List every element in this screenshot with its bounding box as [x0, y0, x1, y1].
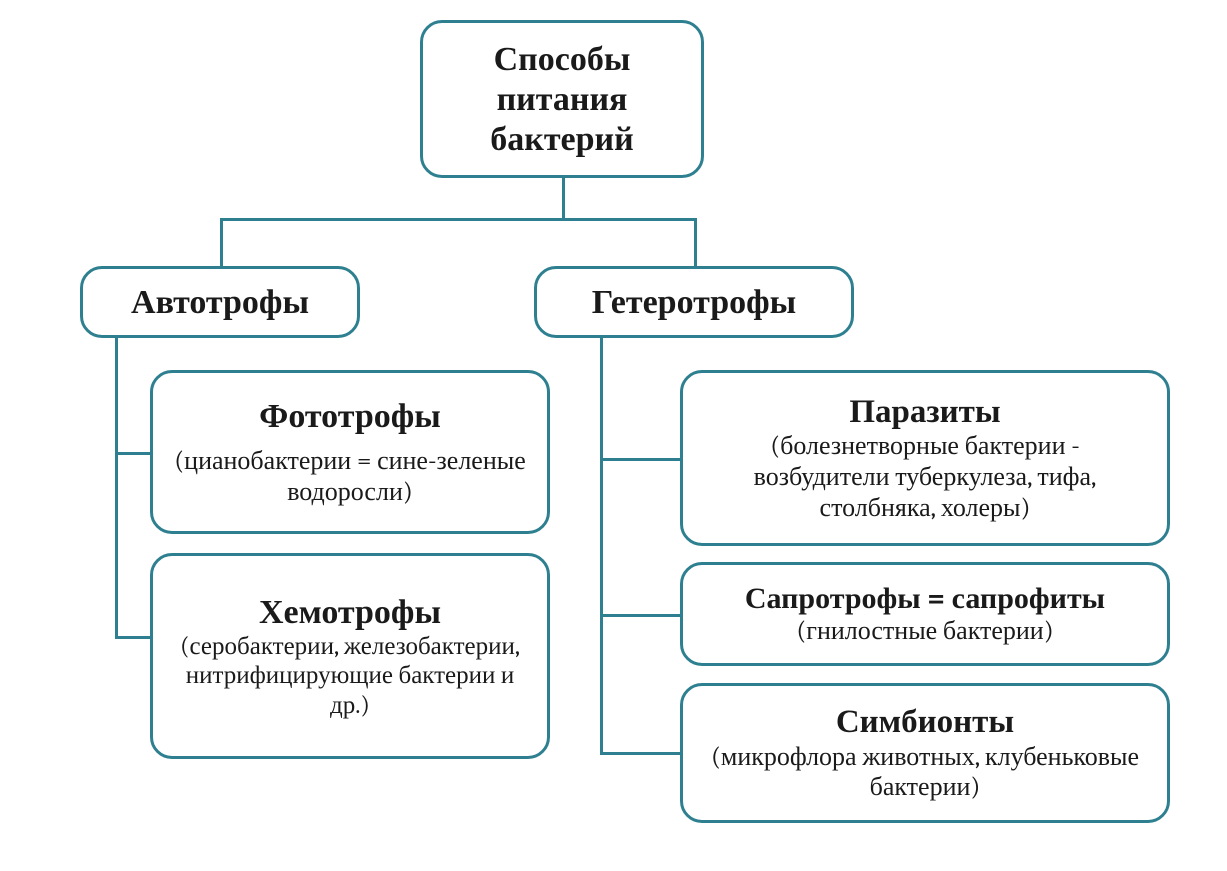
connector	[115, 636, 151, 639]
phototrophs-title: Фототрофы	[259, 396, 441, 436]
root-node: Способы питания бактерий	[420, 20, 704, 178]
parasites-node: Паразиты (болезнетворные бактерии - возб…	[680, 370, 1170, 546]
saprotrophs-node: Сапротрофы = сапрофиты (гнилостные бакте…	[680, 562, 1170, 666]
symbionts-title: Симбионты	[836, 703, 1014, 742]
connector	[600, 338, 603, 754]
root-title-line3: бактерий	[490, 119, 633, 159]
heterotrophs-node: Гетеротрофы	[534, 266, 854, 338]
symbionts-subtitle: (микрофлора животных, клубеньковые бакте…	[701, 742, 1149, 803]
connector	[600, 752, 680, 755]
connector	[220, 218, 223, 266]
saprotrophs-title: Сапротрофы = сапрофиты	[745, 581, 1105, 616]
chemotrophs-title: Хемотрофы	[259, 592, 441, 632]
connector	[562, 178, 565, 218]
connector	[115, 338, 118, 638]
chemotrophs-node: Хемотрофы (серобактерии, железобактерии,…	[150, 553, 550, 759]
connector	[220, 218, 694, 221]
heterotrophs-title: Гетеротрофы	[592, 282, 796, 322]
connector	[600, 614, 680, 617]
saprotrophs-subtitle: (гнилостные бактерии)	[796, 616, 1053, 647]
parasites-title: Паразиты	[849, 393, 1000, 432]
connector	[694, 218, 697, 266]
autotrophs-title: Автотрофы	[131, 282, 309, 322]
phototrophs-node: Фототрофы (цианобактерии = сине-зеленые …	[150, 370, 550, 534]
parasites-subtitle: (болезнетворные бактерии - возбудители т…	[701, 431, 1149, 523]
root-title-line2: питания	[497, 79, 628, 119]
chemotrophs-subtitle: (серобактерии, железобактерии, нитрифици…	[171, 632, 529, 721]
autotrophs-node: Автотрофы	[80, 266, 360, 338]
connector	[600, 458, 680, 461]
connector	[115, 452, 151, 455]
phototrophs-subtitle: (цианобактерии = сине-зеленые водоросли)	[171, 446, 529, 507]
symbionts-node: Симбионты (микрофлора животных, клубеньк…	[680, 683, 1170, 823]
root-title-line1: Способы	[494, 39, 631, 79]
diagram-stage: Способы питания бактерий Автотрофы Гетер…	[0, 0, 1227, 871]
